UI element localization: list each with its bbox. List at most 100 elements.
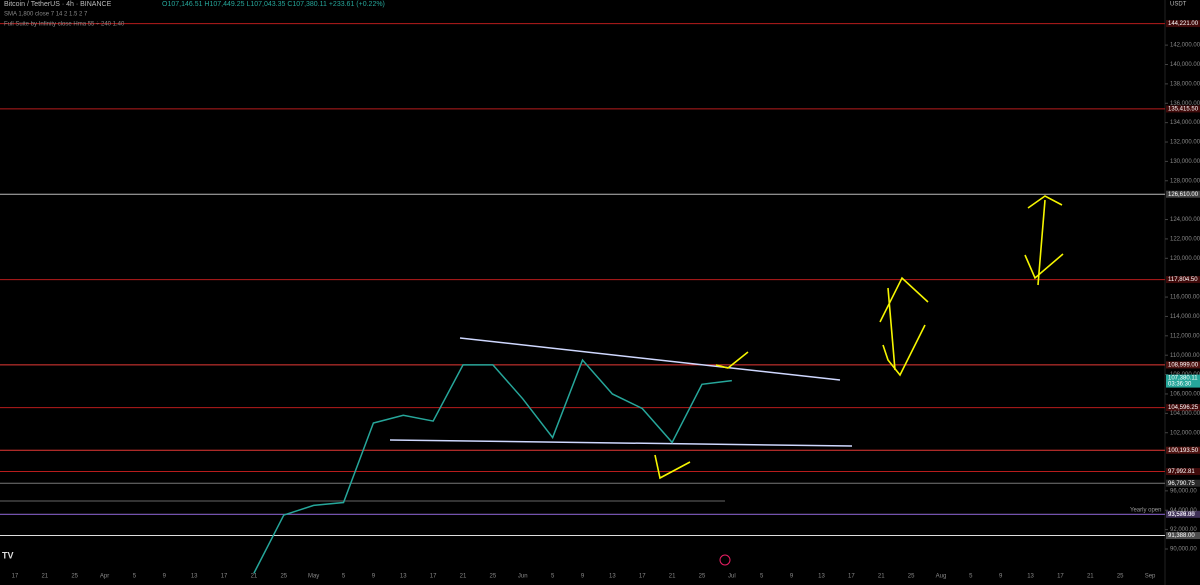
y-tick-label: 106,000.00 [1170, 392, 1200, 398]
drawing [654, 195, 1064, 480]
x-tick-label: 17 [12, 574, 19, 580]
y-tick-label: 92,000.00 [1170, 527, 1197, 533]
x-tick-label: 5 [342, 574, 346, 580]
y-tick-label: 142,000.00 [1170, 43, 1200, 49]
x-tick-label: 17 [848, 574, 855, 580]
x-tick-label: Jul [728, 574, 736, 580]
trendline [459, 337, 841, 381]
y-tick-label: 140,000.00 [1170, 62, 1200, 68]
price-line [253, 358, 732, 574]
x-tick-label: 5 [133, 574, 137, 580]
x-tick-label: 25 [1117, 574, 1124, 580]
y-tick-label: 136,000.00 [1170, 101, 1200, 107]
y-tick-label: 104,000.00 [1170, 411, 1200, 417]
level-label: 93,589.38 [1168, 512, 1195, 518]
level-label-bg [1166, 276, 1200, 284]
level-label-bg [1166, 190, 1200, 198]
plot [253, 358, 732, 574]
level-label-bg [1166, 479, 1200, 487]
level-label-bg [1166, 20, 1200, 28]
x-tick-label: Apr [100, 574, 109, 580]
x-tick-label: 25 [490, 574, 497, 580]
level-label-bg [1166, 361, 1200, 369]
x-tick-label: 17 [221, 574, 228, 580]
y-tick-label: 102,000.00 [1170, 430, 1200, 436]
x-tick-label: 21 [1087, 574, 1094, 580]
level-label-bg [1166, 510, 1200, 518]
y-tick-label: 124,000.00 [1170, 217, 1200, 223]
x-tick-label: 13 [1027, 574, 1034, 580]
x-tick-label: 25 [908, 574, 915, 580]
y-tick-label: 116,000.00 [1170, 295, 1200, 301]
x-tick-label: May [308, 574, 319, 580]
level-label-bg [1166, 468, 1200, 476]
y-tick-label: 132,000.00 [1170, 140, 1200, 146]
x-tick-label: 21 [669, 574, 676, 580]
x-tick-label: 17 [430, 574, 437, 580]
y-tick-label: 128,000.00 [1170, 178, 1200, 184]
trendline [389, 439, 853, 447]
y-tick-label: 114,000.00 [1170, 314, 1200, 320]
x-tick-label: 9 [999, 574, 1003, 580]
x-tick-label: 17 [1057, 574, 1064, 580]
level-label-bg [1166, 105, 1200, 113]
indicator: Full Suite by Infinity close Hma 55 ÷ 24… [4, 22, 125, 28]
level-label: 100,193.50 [1168, 448, 1199, 454]
symbol-title: Bitcoin / TetherUS · 4h · BINANCE [4, 1, 112, 8]
x-tick-label: 13 [400, 574, 407, 580]
y-tick-label: 110,000.00 [1170, 353, 1200, 359]
last-price-bg [1166, 374, 1200, 388]
icon [719, 554, 731, 566]
x-tick-label: 5 [551, 574, 555, 580]
x-tick-label: 25 [699, 574, 706, 580]
ohlc: O107,146.51 H107,449.25 L107,043.35 C107… [162, 1, 385, 8]
x-tick-label: 13 [191, 574, 198, 580]
levels: 144,221.00 135,415.50 126,610.00 117,804.50… [0, 20, 1200, 539]
x-tick-label: 21 [878, 574, 885, 580]
y-tick-label: 112,000.00 [1170, 333, 1200, 339]
x-tick-label: Aug [936, 574, 947, 580]
annotation: Yearly open [1130, 508, 1161, 514]
level-label: 96,790.75 [1168, 481, 1195, 487]
x-tick-label: 17 [639, 574, 646, 580]
y-tick-label: 120,000.00 [1170, 256, 1200, 262]
x-tick-label: 13 [609, 574, 616, 580]
level-label: 108,999.00 [1168, 362, 1199, 368]
x-tick-label: 25 [71, 574, 78, 580]
level-label-bg [1166, 510, 1200, 518]
y-tick-label: 130,000.00 [1170, 159, 1200, 165]
currency: USDT [1170, 2, 1187, 8]
y-tick-label: 134,000.00 [1170, 120, 1200, 126]
x-tick-label: 5 [760, 574, 764, 580]
x-tick-label: Sep [1145, 574, 1156, 580]
x-tick-label: 9 [372, 574, 376, 580]
indicator: SMA 1,800 close 7 14 2 1.5 2 7 [4, 12, 88, 18]
y-tick-label: 138,000.00 [1170, 81, 1200, 87]
x-tick-label: Jun [518, 574, 528, 580]
level-label-bg [1166, 532, 1200, 540]
level-label: 135,415.50 [1168, 106, 1199, 112]
level-label: 144,221.00 [1168, 21, 1199, 27]
level-label: 97,992.81 [1168, 469, 1195, 475]
x-tick-label: 21 [251, 574, 258, 580]
level-label: 91,388.00 [1168, 533, 1195, 539]
y-tick-label: 90,000.00 [1170, 547, 1197, 553]
x-tick-label: 5 [969, 574, 973, 580]
level-label: 117,804.50 [1168, 277, 1198, 283]
x-tick-label: 21 [460, 574, 467, 580]
level-label: 93,576.00 [1168, 512, 1195, 518]
last-price: 107,380.11 [1168, 376, 1198, 382]
level-label-bg [1166, 404, 1200, 412]
x-tick-label: 9 [581, 574, 585, 580]
level-label: 104,596.25 [1168, 405, 1199, 411]
x-tick-label: 25 [280, 574, 287, 580]
x-tick-label: 9 [790, 574, 794, 580]
x-tick-label: 9 [163, 574, 167, 580]
y-tick-label: 96,000.00 [1170, 488, 1197, 494]
level-label-bg [1166, 446, 1200, 454]
countdown: 03:36:30 [1168, 382, 1192, 388]
y-tick-label: 122,000.00 [1170, 236, 1200, 242]
level-label: 126,610.00 [1168, 192, 1199, 198]
logo: TV [2, 550, 14, 560]
